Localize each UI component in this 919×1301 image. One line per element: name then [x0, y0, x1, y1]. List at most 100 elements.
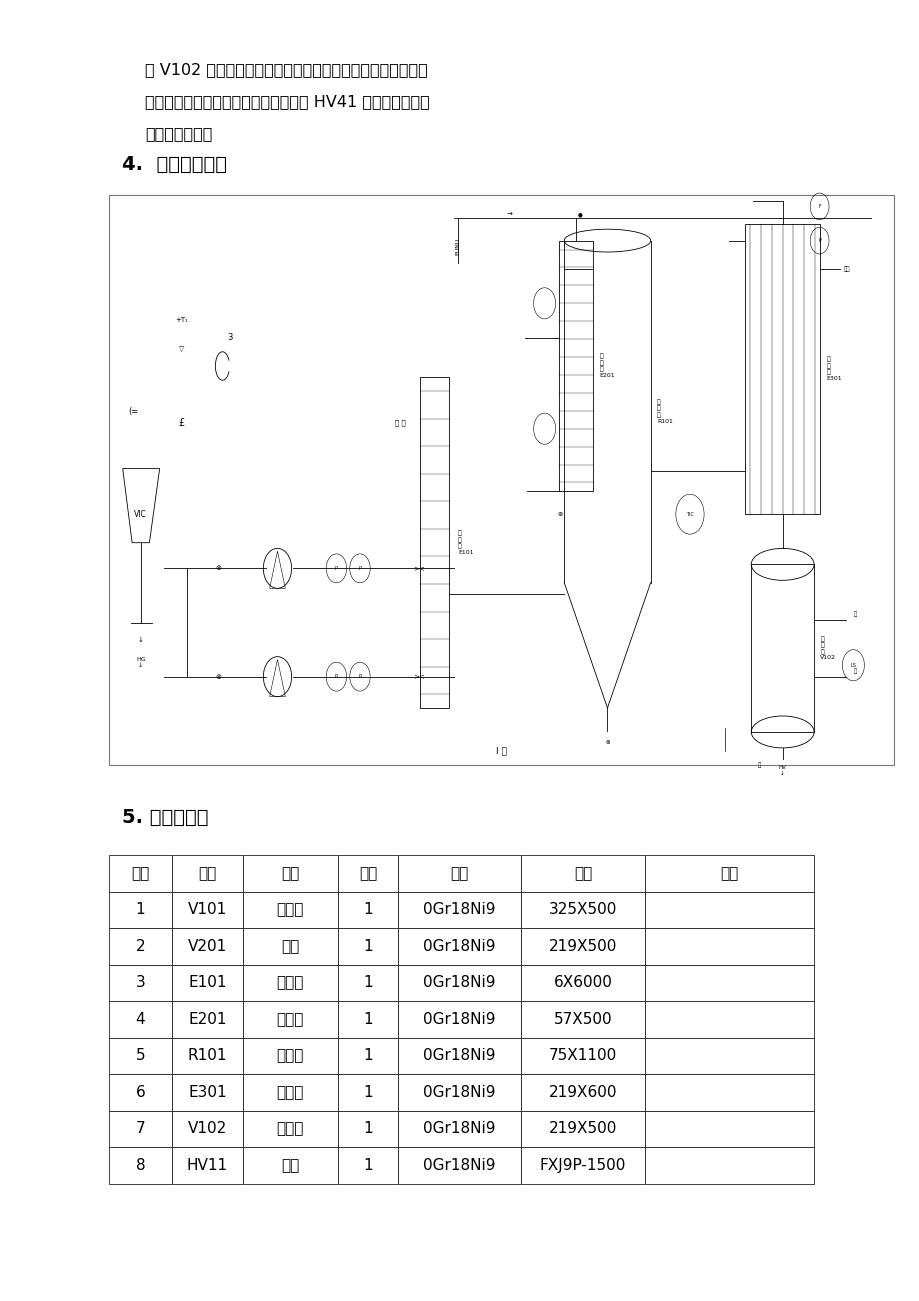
Bar: [644, 964, 813, 1000]
Bar: [397, 1111, 521, 1147]
Bar: [644, 1147, 813, 1184]
Text: ⊗: ⊗: [215, 674, 221, 679]
Bar: [397, 1075, 521, 1111]
Bar: [397, 891, 521, 928]
Bar: [337, 855, 397, 891]
Text: P: P: [335, 566, 337, 571]
Bar: [108, 928, 172, 964]
Text: 位号: 位号: [198, 865, 216, 881]
Text: →: →: [505, 212, 512, 219]
Bar: [521, 1147, 644, 1184]
Bar: [243, 1000, 337, 1037]
Text: P: P: [335, 674, 337, 679]
Text: 备注: 备注: [720, 865, 738, 881]
Text: P: P: [817, 238, 820, 243]
Bar: [644, 928, 813, 964]
Text: 器上部直接放空或采样分析，油品通过 HV41 阀采出。装置工: 器上部直接放空或采样分析，油品通过 HV41 阀采出。装置工: [145, 94, 430, 109]
Text: 5. 设备一览表: 5. 设备一览表: [122, 808, 209, 827]
Bar: [644, 1075, 813, 1111]
Text: E201: E201: [187, 1012, 226, 1026]
Bar: [172, 1000, 243, 1037]
Text: £: £: [178, 418, 185, 428]
Bar: [521, 855, 644, 891]
Text: 3: 3: [227, 333, 233, 342]
Text: 针: 针: [756, 762, 760, 768]
Text: P: P: [358, 566, 361, 571]
Bar: [243, 1075, 337, 1111]
Bar: [337, 1147, 397, 1184]
Text: HG
↓: HG ↓: [136, 657, 145, 667]
Bar: [521, 964, 644, 1000]
Text: ▽: ▽: [179, 346, 184, 351]
Text: E101: E101: [187, 976, 226, 990]
Text: F: F: [817, 204, 820, 209]
Bar: [521, 928, 644, 964]
Bar: [644, 1037, 813, 1075]
Bar: [337, 964, 397, 1000]
Text: P: P: [358, 674, 361, 679]
Text: 原料罐: 原料罐: [277, 903, 303, 917]
Text: 4.  装置工艺流程: 4. 装置工艺流程: [122, 155, 227, 174]
Text: 5: 5: [135, 1049, 145, 1063]
Text: 6: 6: [135, 1085, 145, 1099]
Text: 0Gr18Ni9: 0Gr18Ni9: [423, 1049, 495, 1063]
Text: 预热器: 预热器: [277, 1012, 303, 1026]
Bar: [108, 195, 893, 765]
Text: 219X500: 219X500: [549, 1121, 617, 1136]
Text: 汽
化
器
E101: 汽 化 器 E101: [458, 531, 473, 556]
Text: 放: 放: [853, 611, 856, 617]
Bar: [397, 1147, 521, 1184]
Text: 57X500: 57X500: [553, 1012, 612, 1026]
Text: V102: V102: [187, 1121, 227, 1136]
Bar: [172, 928, 243, 964]
Bar: [521, 891, 644, 928]
Text: 1: 1: [363, 1012, 372, 1026]
Bar: [172, 855, 243, 891]
Text: 进 出: 进 出: [395, 420, 405, 427]
Bar: [337, 1075, 397, 1111]
Bar: [243, 1147, 337, 1184]
Bar: [521, 1000, 644, 1037]
Text: 器 V102 进行油气分离，油品存留在分离器底部，气体由分离: 器 V102 进行油气分离，油品存留在分离器底部，气体由分离: [145, 62, 427, 77]
Text: I 仪: I 仪: [495, 747, 506, 756]
Text: ⊗: ⊗: [215, 566, 221, 571]
Bar: [108, 1000, 172, 1037]
Text: 预
热
器
E201: 预 热 器 E201: [599, 354, 615, 379]
Text: (=: (=: [129, 407, 139, 416]
Text: V201: V201: [187, 939, 227, 954]
Text: 0Gr18Ni9: 0Gr18Ni9: [423, 1012, 495, 1026]
Bar: [243, 928, 337, 964]
Text: 3: 3: [135, 976, 145, 990]
Text: 2: 2: [135, 939, 145, 954]
Text: 艺流程见附图。: 艺流程见附图。: [145, 126, 212, 141]
Text: HV11: HV11: [187, 1158, 228, 1172]
Text: 1: 1: [363, 976, 372, 990]
Text: +T₁: +T₁: [175, 317, 187, 324]
Text: 名称: 名称: [281, 865, 299, 881]
Text: 水出: 水出: [843, 267, 849, 272]
Bar: [558, 241, 593, 492]
Text: 1: 1: [363, 1158, 372, 1172]
Bar: [108, 1075, 172, 1111]
Bar: [397, 1037, 521, 1075]
Bar: [744, 224, 820, 514]
Bar: [108, 964, 172, 1000]
Text: 1: 1: [363, 903, 372, 917]
Text: 水罐: 水罐: [281, 939, 299, 954]
Text: 尺寸: 尺寸: [573, 865, 592, 881]
Bar: [172, 1147, 243, 1184]
Text: 数量: 数量: [358, 865, 377, 881]
Text: 1: 1: [363, 1121, 372, 1136]
Bar: [108, 891, 172, 928]
Text: 6X6000: 6X6000: [553, 976, 612, 990]
Text: 0Gr18Ni9: 0Gr18Ni9: [423, 976, 495, 990]
Bar: [108, 1111, 172, 1147]
Bar: [397, 964, 521, 1000]
Text: 采: 采: [853, 669, 856, 674]
Bar: [172, 891, 243, 928]
Text: E301: E301: [187, 1085, 226, 1099]
Text: 325X500: 325X500: [549, 903, 617, 917]
Text: 换热器: 换热器: [277, 1085, 303, 1099]
Text: 换
热
器
E301: 换 热 器 E301: [826, 356, 842, 381]
Bar: [337, 891, 397, 928]
